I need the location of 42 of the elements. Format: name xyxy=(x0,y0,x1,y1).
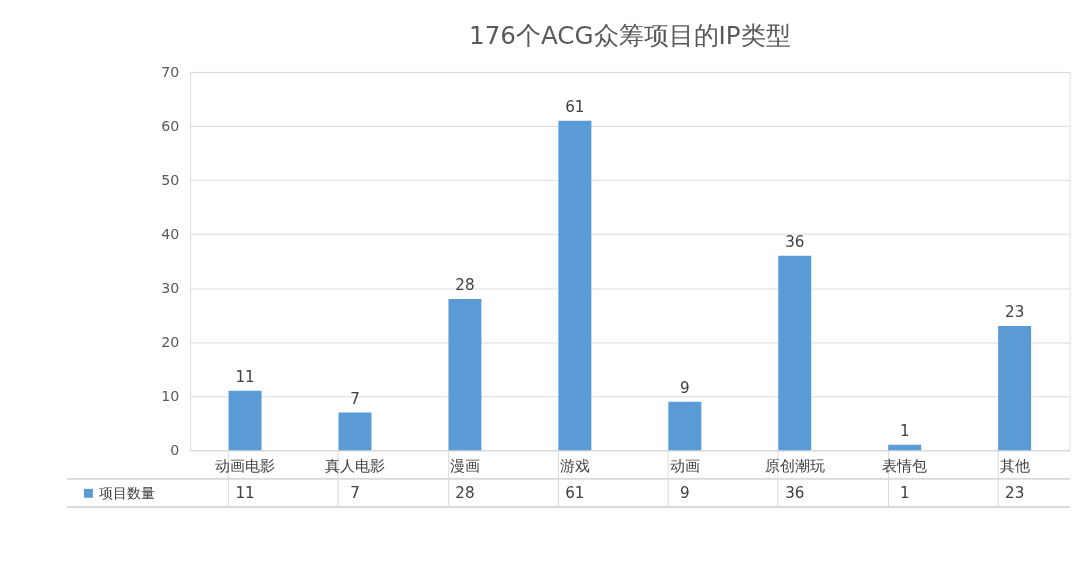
bar xyxy=(888,444,922,451)
bar xyxy=(778,255,812,451)
x-tick-label: 表情包 xyxy=(882,456,928,475)
bar xyxy=(448,298,482,451)
data-label: 1 xyxy=(899,483,910,502)
text: 11 xyxy=(235,368,255,387)
data-label: 7 xyxy=(350,483,360,502)
data-label: 9 xyxy=(680,483,690,502)
y-tick-label: 0 xyxy=(170,442,180,459)
x-tick-label: 漫画 xyxy=(449,456,480,475)
bar xyxy=(558,120,592,451)
data-label: 23 xyxy=(1005,483,1025,502)
text: 7 xyxy=(350,389,360,408)
y-tick-label: 20 xyxy=(161,334,180,351)
x-tick-label: 动画 xyxy=(669,456,700,475)
x-tick-label: 动画电影 xyxy=(215,456,276,475)
text: 28 xyxy=(455,276,475,295)
data-label: 11 xyxy=(235,483,255,502)
text: 61 xyxy=(565,98,585,117)
text: 1 xyxy=(899,422,910,441)
data-label: 28 xyxy=(455,483,475,502)
legend-label: 项目数量 xyxy=(99,485,156,502)
y-tick-label: 40 xyxy=(161,226,180,243)
y-tick-label: 70 xyxy=(161,64,180,81)
x-tick-label: 原创潮玩 xyxy=(764,456,825,475)
x-tick-label: 真人电影 xyxy=(325,456,385,475)
data-label: 36 xyxy=(785,483,805,502)
bar xyxy=(668,401,702,451)
y-tick-label: 50 xyxy=(161,172,180,189)
chart-title: 176个ACG众筹项目的IP类型 xyxy=(469,20,791,50)
bar xyxy=(228,390,262,451)
x-tick-label: 游戏 xyxy=(559,456,590,475)
text: 23 xyxy=(1005,303,1025,322)
y-tick-label: 30 xyxy=(161,280,180,297)
bar xyxy=(998,325,1032,451)
y-tick-label: 60 xyxy=(161,118,180,135)
data-label: 61 xyxy=(565,483,585,502)
x-tick-label: 其他 xyxy=(999,456,1030,475)
bar xyxy=(338,412,372,451)
text: 9 xyxy=(680,379,690,398)
y-tick-label: 10 xyxy=(161,388,180,405)
text: 36 xyxy=(785,233,805,252)
